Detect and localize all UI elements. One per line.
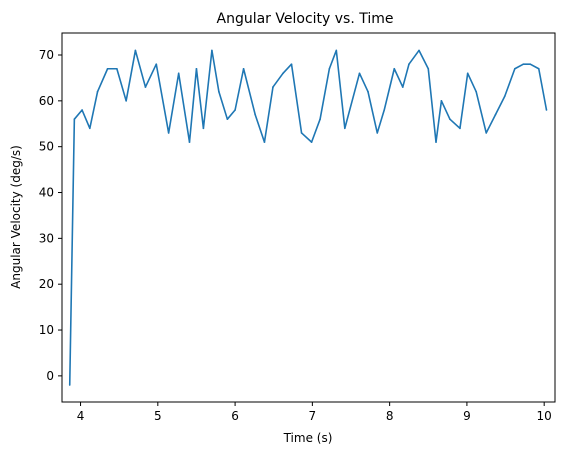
y-tick-label: 30 bbox=[39, 231, 54, 245]
data-point bbox=[344, 127, 346, 130]
data-point bbox=[177, 72, 180, 75]
data-point bbox=[418, 49, 420, 52]
data-point bbox=[116, 67, 118, 70]
y-axis-label: Angular Velocity (deg/s) bbox=[9, 145, 23, 289]
data-point bbox=[328, 67, 331, 70]
y-tick-label: 60 bbox=[39, 94, 54, 108]
y-tick-label: 40 bbox=[39, 186, 54, 200]
data-point bbox=[503, 95, 506, 98]
x-tick-label: 10 bbox=[537, 409, 552, 423]
y-tick-label: 0 bbox=[46, 369, 54, 383]
data-point bbox=[282, 72, 284, 75]
y-tick-label: 10 bbox=[39, 323, 54, 337]
data-point bbox=[376, 132, 379, 134]
data-point bbox=[89, 127, 91, 130]
data-point bbox=[68, 384, 71, 386]
y-axis-ticks: 0 10 20 30 40 50 60 70 bbox=[39, 48, 62, 383]
data-point bbox=[81, 109, 83, 111]
data-point bbox=[195, 67, 198, 70]
data-point bbox=[310, 141, 313, 143]
data-point bbox=[272, 86, 274, 88]
x-axis-label: Time (s) bbox=[283, 431, 333, 445]
data-point bbox=[167, 132, 170, 134]
x-axis-ticks: 4 5 6 7 8 9 10 bbox=[77, 402, 552, 423]
data-point bbox=[290, 63, 293, 65]
data-point bbox=[300, 132, 303, 134]
data-point bbox=[401, 86, 404, 88]
data-point bbox=[254, 113, 256, 116]
data-point bbox=[144, 86, 147, 88]
data-point bbox=[449, 118, 451, 120]
y-tick-label: 70 bbox=[39, 48, 54, 62]
y-tick-label: 20 bbox=[39, 277, 54, 291]
data-points bbox=[68, 49, 548, 386]
data-point bbox=[367, 90, 369, 93]
data-point bbox=[211, 49, 213, 52]
data-point bbox=[466, 72, 469, 75]
y-tick-label: 50 bbox=[39, 140, 54, 154]
data-point bbox=[234, 109, 236, 111]
data-point bbox=[218, 90, 220, 93]
data-point bbox=[435, 141, 437, 143]
x-tick-label: 6 bbox=[231, 409, 239, 423]
data-point bbox=[537, 67, 540, 70]
data-point bbox=[319, 118, 321, 120]
series-line-angular-velocity bbox=[68, 49, 548, 386]
data-point bbox=[263, 141, 266, 143]
data-point bbox=[242, 67, 245, 70]
chart-title: Angular Velocity vs. Time bbox=[217, 11, 394, 27]
data-point bbox=[358, 72, 361, 75]
data-point bbox=[522, 63, 525, 65]
data-point bbox=[125, 100, 127, 102]
data-point bbox=[73, 118, 76, 120]
data-point bbox=[134, 49, 137, 52]
data-point bbox=[440, 100, 443, 102]
data-point bbox=[226, 118, 229, 120]
data-point bbox=[96, 90, 99, 93]
x-tick-label: 7 bbox=[309, 409, 317, 423]
data-point bbox=[475, 90, 477, 93]
x-tick-label: 4 bbox=[77, 409, 85, 423]
data-point bbox=[408, 63, 410, 65]
data-point bbox=[494, 113, 497, 116]
plot-area bbox=[61, 32, 556, 403]
x-tick-label: 9 bbox=[463, 409, 471, 423]
data-point bbox=[545, 109, 548, 111]
data-point bbox=[383, 109, 386, 111]
data-point bbox=[514, 67, 516, 70]
data-point bbox=[106, 67, 109, 70]
data-point bbox=[427, 67, 430, 70]
data-point bbox=[393, 67, 396, 70]
data-point bbox=[485, 132, 488, 134]
data-point bbox=[155, 63, 158, 65]
data-point bbox=[188, 141, 191, 143]
data-point bbox=[459, 127, 461, 130]
data-point bbox=[202, 127, 205, 130]
x-tick-label: 5 bbox=[154, 409, 162, 423]
x-tick-label: 8 bbox=[386, 409, 394, 423]
data-point bbox=[529, 63, 532, 65]
data-point bbox=[335, 49, 338, 52]
